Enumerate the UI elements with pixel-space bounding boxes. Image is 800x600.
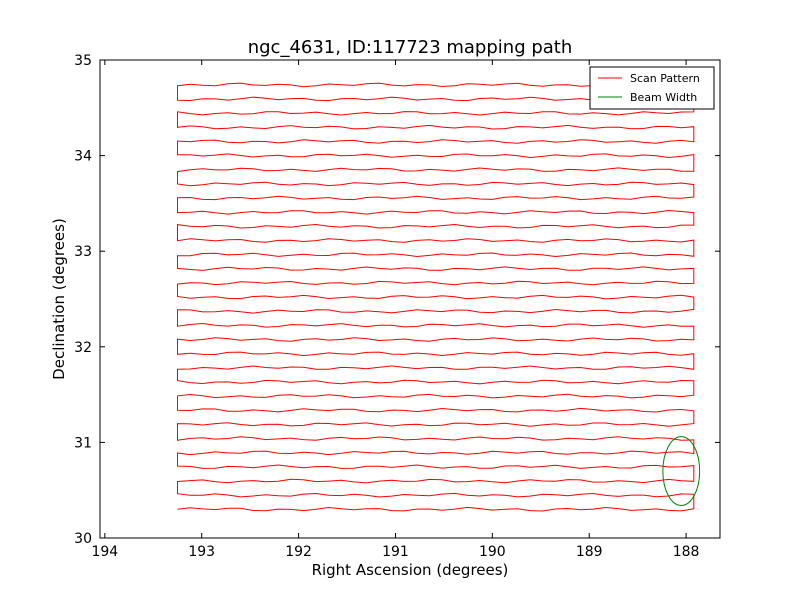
y-tick-label: 33 xyxy=(74,244,92,260)
legend: Scan Pattern Beam Width xyxy=(589,66,715,110)
scan-pattern-line xyxy=(177,82,695,512)
chart-title: ngc_4631, ID:117723 mapping path xyxy=(248,37,573,58)
axis-ticks: 194 193 192 191 190 189 188 30 31 32 33 34 35 xyxy=(74,53,720,560)
legend-label-scan-pattern: Scan Pattern xyxy=(630,72,700,85)
x-tick-label: 194 xyxy=(91,544,118,560)
plot-area xyxy=(177,82,701,512)
x-tick-label: 189 xyxy=(576,544,603,560)
x-tick-label: 193 xyxy=(188,544,215,560)
y-axis-label: Declination (degrees) xyxy=(50,218,68,380)
legend-label-beam-width: Beam Width xyxy=(630,91,697,104)
beam-width-circle xyxy=(662,436,701,506)
y-tick-label: 30 xyxy=(74,531,92,547)
y-tick-label: 31 xyxy=(74,435,92,451)
x-axis-label: Right Ascension (degrees) xyxy=(312,561,509,579)
x-tick-label: 190 xyxy=(479,544,506,560)
x-tick-label: 192 xyxy=(285,544,312,560)
plot-frame xyxy=(99,59,721,539)
x-tick-label: 191 xyxy=(382,544,409,560)
y-tick-label: 32 xyxy=(74,340,92,356)
y-tick-label: 35 xyxy=(74,53,92,69)
legend-box xyxy=(589,66,715,110)
y-tick-label: 34 xyxy=(74,149,92,165)
x-tick-label: 188 xyxy=(673,544,700,560)
